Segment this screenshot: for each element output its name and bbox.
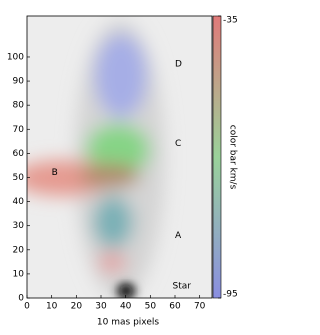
x-tick-label: 40 xyxy=(120,302,132,312)
y-tick-label: 70 xyxy=(13,125,25,135)
colorbar xyxy=(212,15,222,299)
annotation: C xyxy=(175,139,181,149)
annotation: B xyxy=(52,168,58,178)
y-tick-label: 30 xyxy=(13,221,25,231)
x-tick-label: 70 xyxy=(194,302,206,312)
x-axis-label: 10 mas pixels xyxy=(97,318,159,328)
x-tick-label: 30 xyxy=(95,302,107,312)
annotation: Star xyxy=(173,281,192,291)
y-tick-label: 60 xyxy=(13,149,25,159)
chart: 10 mas pixels color bar km/s 0 10 20 30 40 50… xyxy=(7,15,238,328)
x-tick-label: 20 xyxy=(71,302,83,312)
y-tick-label: 80 xyxy=(13,101,25,111)
y-tick-label: 10 xyxy=(13,269,25,279)
x-tick-label: 50 xyxy=(145,302,157,312)
colorbar-label: color bar km/s xyxy=(228,125,238,190)
x-tick-label: 60 xyxy=(169,302,181,312)
colorbar-tick-label: -95 xyxy=(223,290,238,300)
y-tick-label: 0 xyxy=(18,294,24,304)
y-tick-label: 100 xyxy=(7,52,24,62)
x-tick-label: 0 xyxy=(24,302,30,312)
y-tick-label: 40 xyxy=(13,197,25,207)
annotation: D xyxy=(175,60,182,70)
y-tick-label: 50 xyxy=(13,173,25,183)
annotation: A xyxy=(175,231,182,241)
colorbar-tick-label: -35 xyxy=(223,16,238,26)
y-tick-label: 20 xyxy=(13,245,25,255)
y-tick-label: 90 xyxy=(13,77,25,87)
image xyxy=(27,16,212,298)
x-tick-label: 10 xyxy=(46,302,58,312)
plot-frame xyxy=(26,15,213,299)
